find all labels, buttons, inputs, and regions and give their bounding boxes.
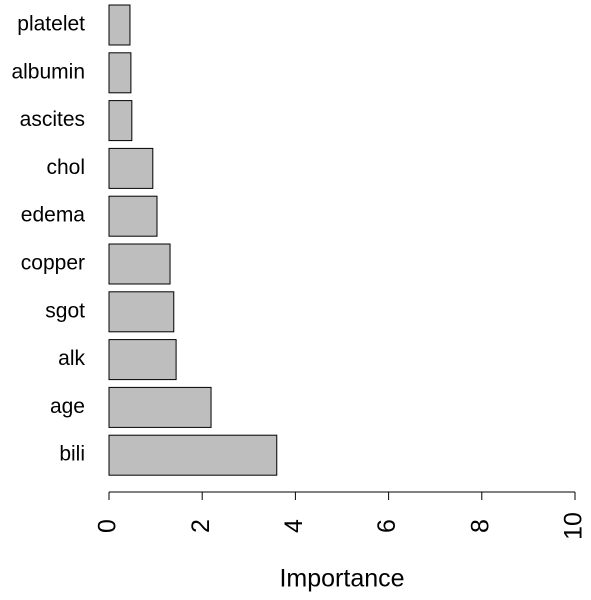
bar <box>108 4 131 46</box>
y-tick-label: chol <box>46 156 85 179</box>
bar <box>108 339 177 381</box>
y-tick-label: age <box>50 395 85 418</box>
y-tick-label: ascites <box>20 108 85 131</box>
x-tick-label: 6 <box>373 519 401 533</box>
bar <box>108 100 133 142</box>
x-tick-label: 10 <box>560 512 588 540</box>
bar <box>108 291 175 333</box>
bar <box>108 52 132 94</box>
x-tick-label: 0 <box>94 519 122 533</box>
bar <box>108 195 158 237</box>
bar <box>108 386 212 428</box>
x-tick-label: 8 <box>466 519 494 533</box>
bar <box>108 147 154 189</box>
bar <box>108 243 171 285</box>
x-tick-label: 4 <box>280 519 308 533</box>
y-tick-label: platelet <box>17 13 85 36</box>
x-axis-label: Importance <box>279 565 404 593</box>
bar <box>108 434 278 476</box>
y-tick-label: bili <box>59 443 85 466</box>
y-tick-label: alk <box>58 347 85 370</box>
y-tick-label: albumin <box>11 60 85 83</box>
y-tick-label: sgot <box>45 299 85 322</box>
y-tick-label: edema <box>21 204 86 227</box>
x-tick-label: 2 <box>187 519 215 533</box>
y-tick-label: copper <box>21 252 85 275</box>
